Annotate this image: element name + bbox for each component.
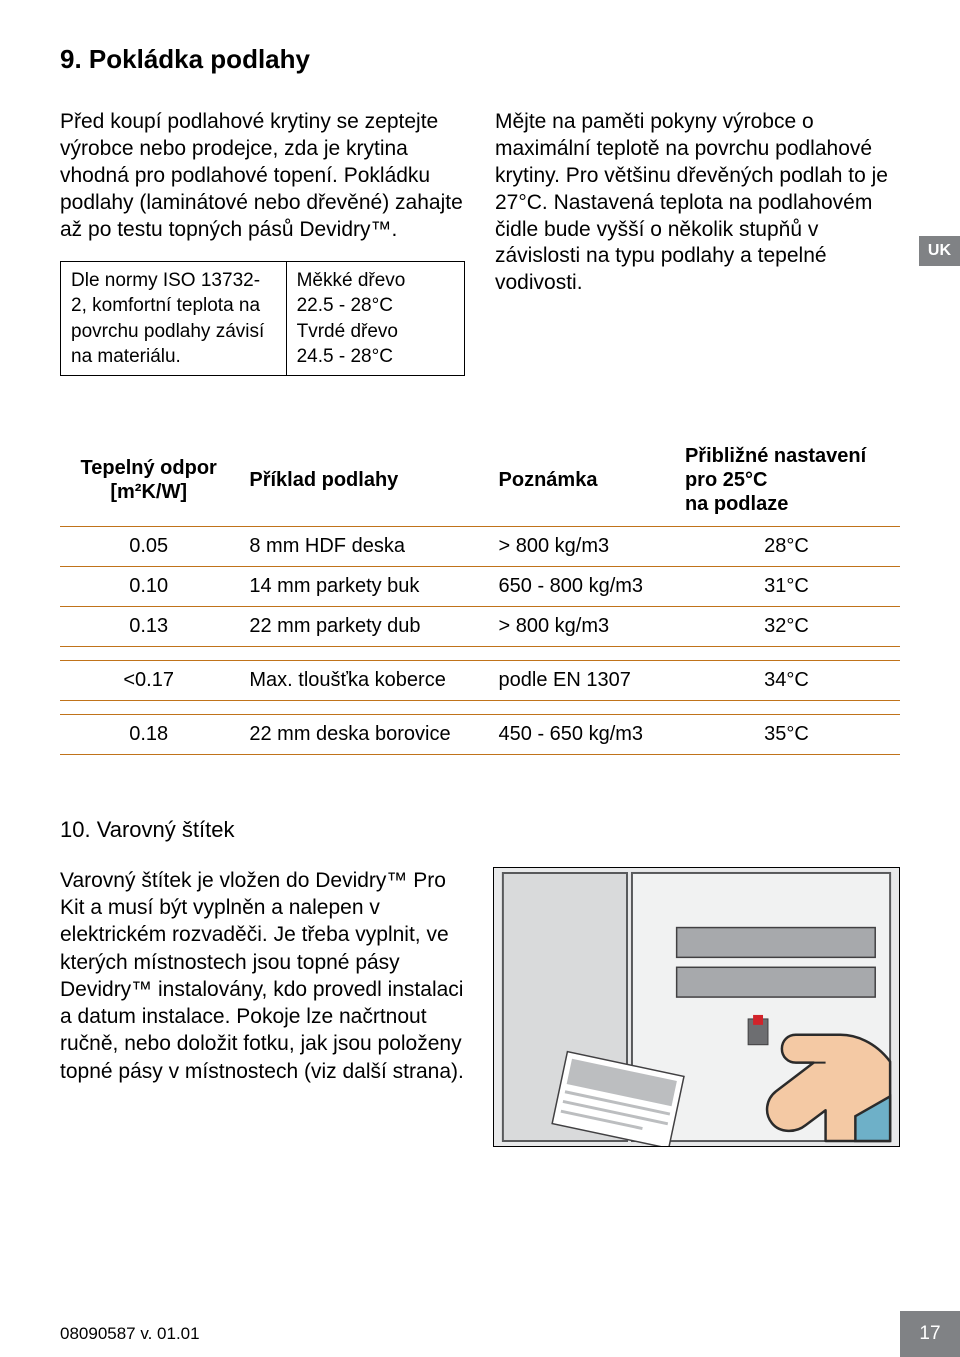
language-tab: UK (919, 236, 960, 266)
table-gap-row (60, 646, 900, 660)
page-number: 17 (900, 1311, 960, 1357)
table-row: <0.17 Max. tloušťka koberce podle EN 130… (60, 660, 900, 700)
warning-label-illustration (493, 867, 900, 1147)
table-header-example: Příklad podlahy (237, 434, 486, 527)
table-header-setting: Přibližné nastavenípro 25°Cna podlaze (673, 434, 900, 527)
section-9-right-paragraph: Mějte na paměti pokyny výrobce o maximál… (495, 109, 900, 297)
table-header-resistance: Tepelný odpor[m²K/W] (60, 434, 237, 527)
section-9-title: 9. Pokládka podlahy (60, 44, 900, 75)
soft-wood-label: Měkké dřevo (297, 268, 454, 293)
table-header-note: Poznámka (487, 434, 673, 527)
iso-temps-box: Měkké dřevo 22.5 - 28°C Tvrdé dřevo 24.5… (287, 261, 465, 375)
page-footer: 08090587 v. 01.01 17 (0, 1311, 960, 1357)
hard-wood-value: 24.5 - 28°C (297, 344, 454, 369)
soft-wood-value: 22.5 - 28°C (297, 293, 454, 318)
table-gap-row (60, 700, 900, 714)
iso-info-row: Dle normy ISO 13732-2, komfortní teplota… (60, 261, 465, 375)
iso-note-box: Dle normy ISO 13732-2, komfortní teplota… (60, 261, 287, 375)
floor-settings-table: Tepelný odpor[m²K/W] Příklad podlahy Poz… (60, 434, 900, 755)
section-10-title: 10. Varovný štítek (60, 817, 900, 843)
table-row: 0.13 22 mm parkety dub > 800 kg/m3 32°C (60, 606, 900, 646)
hard-wood-label: Tvrdé dřevo (297, 319, 454, 344)
document-number: 08090587 v. 01.01 (60, 1324, 200, 1344)
section-9-columns: Před koupí podlahové krytiny se zeptejte… (60, 109, 900, 376)
table-row: 0.10 14 mm parkety buk 650 - 800 kg/m3 3… (60, 566, 900, 606)
table-row: 0.05 8 mm HDF deska > 800 kg/m3 28°C (60, 526, 900, 566)
section-10-paragraph: Varovný štítek je vložen do Devidry™ Pro… (60, 867, 465, 1147)
section-9-left-paragraph: Před koupí podlahové krytiny se zeptejte… (60, 109, 465, 243)
table-row: 0.18 22 mm deska borovice 450 - 650 kg/m… (60, 714, 900, 754)
